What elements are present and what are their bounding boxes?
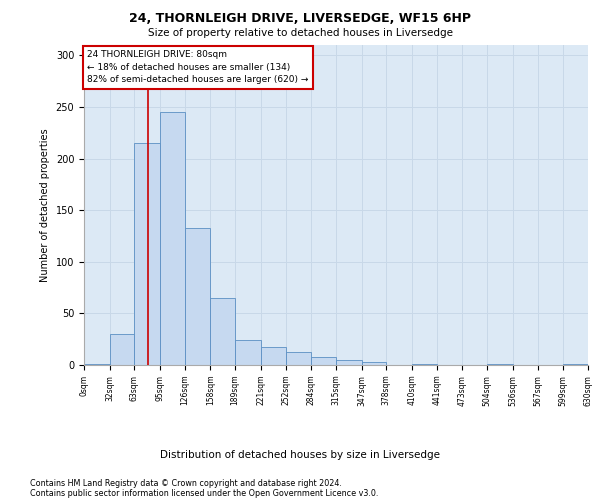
Text: 24 THORNLEIGH DRIVE: 80sqm
← 18% of detached houses are smaller (134)
82% of sem: 24 THORNLEIGH DRIVE: 80sqm ← 18% of deta… (87, 50, 308, 84)
Bar (563, 364, 588, 365)
Bar (235, 340, 261, 365)
Bar (134, 143, 160, 365)
Bar (311, 356, 336, 365)
Bar (412, 364, 437, 365)
Text: Contains public sector information licensed under the Open Government Licence v3: Contains public sector information licen… (30, 489, 379, 498)
Bar (286, 352, 311, 365)
Bar (336, 360, 362, 365)
Bar (362, 362, 386, 365)
Text: 24, THORNLEIGH DRIVE, LIVERSEDGE, WF15 6HP: 24, THORNLEIGH DRIVE, LIVERSEDGE, WF15 6… (129, 12, 471, 26)
Text: Contains HM Land Registry data © Crown copyright and database right 2024.: Contains HM Land Registry data © Crown c… (30, 479, 342, 488)
Bar (110, 334, 134, 365)
Bar (261, 348, 286, 365)
Bar (160, 112, 185, 365)
Y-axis label: Number of detached properties: Number of detached properties (40, 128, 50, 282)
Bar (211, 298, 235, 365)
Bar (487, 364, 513, 365)
Bar (185, 228, 211, 365)
Bar (84, 364, 110, 365)
Text: Size of property relative to detached houses in Liversedge: Size of property relative to detached ho… (148, 28, 452, 38)
Text: Distribution of detached houses by size in Liversedge: Distribution of detached houses by size … (160, 450, 440, 460)
